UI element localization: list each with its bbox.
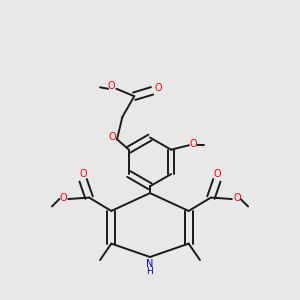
Text: O: O xyxy=(190,139,197,149)
Text: O: O xyxy=(213,169,221,179)
Text: O: O xyxy=(79,169,87,179)
Text: O: O xyxy=(59,193,67,203)
Text: O: O xyxy=(233,193,241,203)
Text: H: H xyxy=(147,267,153,276)
Text: O: O xyxy=(108,132,116,142)
Text: N: N xyxy=(146,259,154,269)
Text: O: O xyxy=(154,83,162,94)
Text: O: O xyxy=(107,81,115,92)
